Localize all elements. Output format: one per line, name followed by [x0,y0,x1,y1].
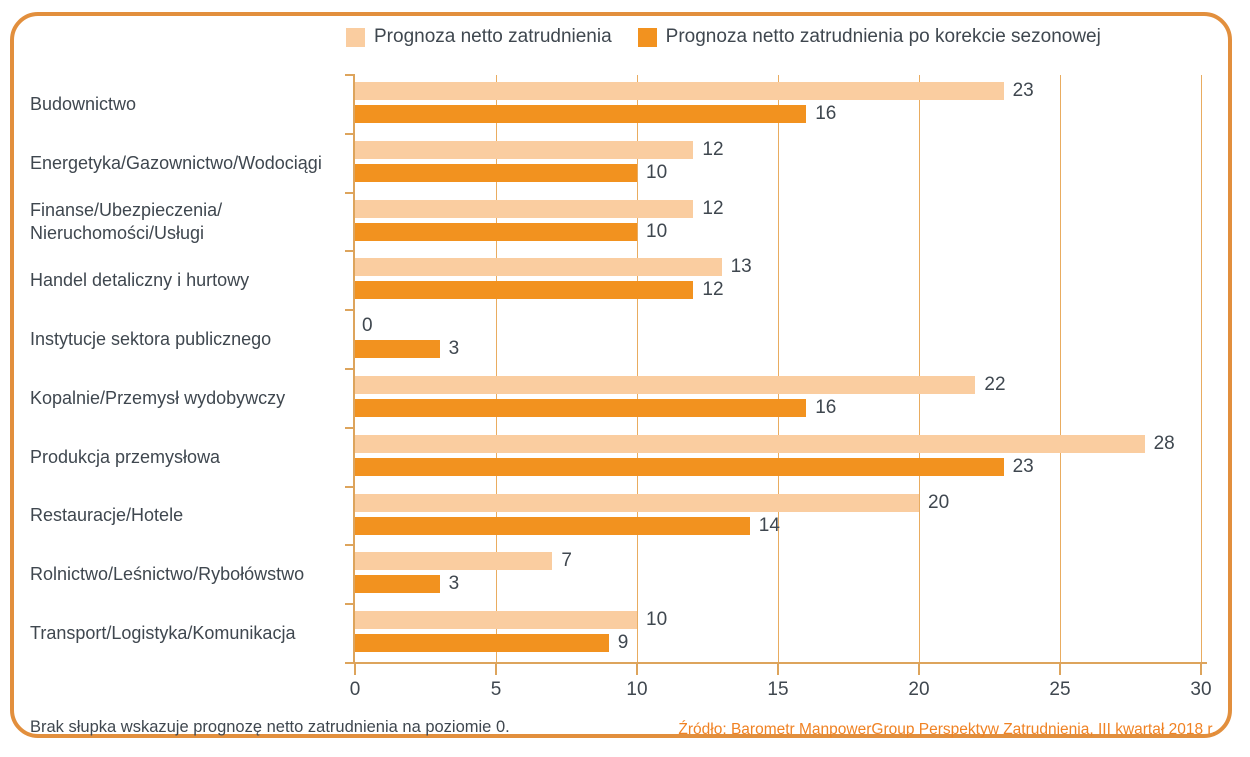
bar-value-label: 16 [815,103,837,124]
y-axis-tick [345,603,355,606]
bar-net-forecast [355,493,919,512]
x-axis [345,662,1207,664]
category-label: Budownictwo [30,93,137,114]
category-label: Energetyka/Gazownictwo/Wodociągi [30,152,322,173]
bar-value-label: 10 [646,220,668,242]
bar-value-label: 10 [646,609,668,631]
gridline [636,75,638,663]
bar-value-label: 23 [1012,80,1034,101]
category-label: Produkcja przemysłowa [30,446,221,467]
x-axis-tick [354,664,356,675]
category-label: Handel detaliczny i hurtowy [30,270,250,291]
category-label: Kopalnie/Przemysł wydobywczy [30,387,286,408]
footer-source: Źródło: Barometr ManpowerGroup Perspekty… [678,721,1216,738]
gridline [1200,75,1202,663]
legend: Prognoza netto zatrudnienia Prognoza net… [346,26,1101,48]
bar-net-forecast [355,552,553,571]
category-label: Restauracje/Hotele [30,505,184,526]
category-label: Transport/Logistyka/Komunikacja [30,622,296,643]
x-tick-label: 5 [490,679,502,700]
bar-seasonal-forecast [355,575,440,594]
gridline [918,75,920,663]
x-tick-label: 25 [1049,679,1071,700]
bar-net-forecast [355,82,1004,100]
bar-seasonal-forecast [355,340,440,359]
bar-net-forecast [355,199,694,218]
bar-value-label: 20 [928,491,950,513]
bar-seasonal-forecast [355,634,609,653]
y-axis-tick [345,74,355,76]
category-label: Rolnictwo/Leśnictwo/Rybołówstwo [30,564,305,585]
legend-item-net-forecast: Prognoza netto zatrudnienia [346,26,612,48]
y-axis-tick [345,426,355,429]
x-axis-tick [1200,664,1202,675]
category-label: Finanse/Ubezpieczenia/ Nieruchomości/Usł… [30,199,223,243]
y-axis-tick [345,309,355,312]
x-tick-label: 0 [349,679,361,700]
gridline [777,75,779,663]
bar-value-label: 9 [617,632,629,654]
bar-value-label: 23 [1012,455,1034,477]
bar-net-forecast [355,434,1145,453]
bar-value-label: 0 [362,315,373,337]
gridline [495,75,497,663]
x-tick-label: 20 [908,679,930,700]
x-axis-tick [636,664,638,675]
category-label: Instytucje sektora publicznego [30,328,272,349]
legend-label-net-forecast: Prognoza netto zatrudnienia [374,26,612,47]
y-axis-tick [345,132,355,135]
bar-seasonal-forecast [355,105,807,123]
bar-value-label: 13 [730,256,752,278]
footer-note: Brak słupka wskazuje prognozę netto zatr… [30,718,510,736]
x-axis-tick [918,664,920,675]
y-axis-tick [345,250,355,253]
bar-value-label: 14 [758,514,780,536]
y-axis-tick [345,368,355,370]
x-tick-label: 10 [626,679,648,700]
bar-value-label: 10 [646,161,668,183]
legend-label-seasonal-forecast: Prognoza netto zatrudnienia po korekcie … [665,26,1101,47]
x-tick-label: 30 [1190,679,1212,700]
x-axis-tick [495,664,497,675]
y-axis-tick [345,191,355,194]
bar-value-label: 3 [448,338,460,360]
bar-value-label: 16 [815,397,837,418]
bar-net-forecast [355,611,637,630]
legend-item-seasonal-forecast: Prognoza netto zatrudnienia po korekcie … [637,26,1101,48]
x-axis-tick [1059,664,1061,675]
bar-value-label: 22 [984,374,1006,395]
bar-seasonal-forecast [355,281,694,300]
bar-net-forecast [355,258,722,277]
bar-net-forecast [355,376,976,394]
bar-seasonal-forecast [355,222,637,241]
x-tick-label: 15 [767,679,789,700]
bar-seasonal-forecast [355,457,1004,476]
y-axis-tick [345,485,355,488]
bar-net-forecast [355,140,694,159]
legend-swatch-net-forecast-icon [346,27,365,47]
bar-value-label: 12 [702,138,724,160]
bar-seasonal-forecast [355,516,750,535]
bar-value-label: 12 [702,197,724,219]
bar-seasonal-forecast [355,163,637,182]
bar-seasonal-forecast [355,399,807,417]
bar-value-label: 7 [561,550,572,572]
x-axis-tick [777,664,779,675]
y-axis-tick [345,544,355,547]
gridline [1059,75,1061,663]
bar-value-label: 28 [1153,432,1175,454]
bar-value-label: 3 [448,573,460,595]
legend-swatch-seasonal-forecast-icon [637,27,657,47]
bar-value-label: 12 [702,279,724,301]
